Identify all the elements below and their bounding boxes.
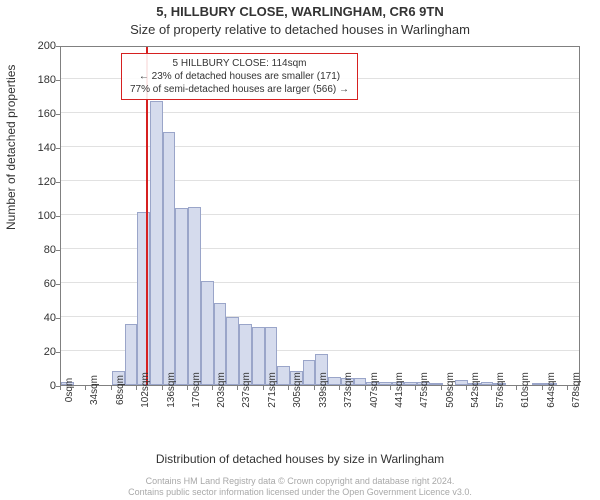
x-tick-mark: [516, 386, 517, 390]
x-tick-mark: [263, 386, 264, 390]
histogram-bar: [252, 327, 265, 385]
footer-line1: Contains HM Land Registry data © Crown c…: [0, 476, 600, 487]
histogram-bar: [455, 380, 468, 385]
x-tick-mark: [237, 386, 238, 390]
x-tick-label: 441sqm: [394, 372, 405, 408]
x-tick-label: 678sqm: [571, 372, 582, 408]
y-tick-label: 140: [26, 142, 56, 154]
histogram-bar: [404, 382, 417, 385]
x-tick-mark: [415, 386, 416, 390]
chart-container: 5, HILLBURY CLOSE, WARLINGHAM, CR6 9TN S…: [0, 0, 600, 500]
x-tick-label: 0sqm: [64, 378, 75, 402]
x-tick-mark: [441, 386, 442, 390]
x-axis-label: Distribution of detached houses by size …: [0, 452, 600, 466]
histogram-bar: [188, 207, 201, 386]
y-tick-label: 120: [26, 176, 56, 188]
x-tick-mark: [136, 386, 137, 390]
y-tick-label: 40: [26, 312, 56, 324]
x-tick-label: 509sqm: [445, 372, 456, 408]
footer-line2: Contains public sector information licen…: [0, 487, 600, 498]
histogram-bar: [481, 382, 494, 385]
y-tick-label: 20: [26, 346, 56, 358]
histogram-bar: [175, 208, 188, 385]
x-tick-label: 305sqm: [292, 372, 303, 408]
chart-title-main: 5, HILLBURY CLOSE, WARLINGHAM, CR6 9TN: [0, 4, 600, 19]
histogram-bar: [150, 101, 163, 385]
x-tick-mark: [111, 386, 112, 390]
x-tick-label: 373sqm: [343, 372, 354, 408]
y-tick-label: 60: [26, 278, 56, 290]
histogram-bar: [379, 382, 392, 385]
plot-area: 5 HILLBURY CLOSE: 114sqm ← 23% of detach…: [60, 46, 580, 386]
x-tick-label: 610sqm: [520, 372, 531, 408]
histogram-bar: [277, 366, 290, 385]
x-tick-label: 203sqm: [216, 372, 227, 408]
annotation-line3: 77% of semi-detached houses are larger (…: [130, 83, 349, 96]
x-tick-mark: [288, 386, 289, 390]
x-tick-mark: [314, 386, 315, 390]
y-tick-label: 100: [26, 210, 56, 222]
chart-title-sub: Size of property relative to detached ho…: [0, 22, 600, 37]
x-tick-mark: [390, 386, 391, 390]
x-tick-label: 68sqm: [115, 375, 126, 405]
annotation-line2: ← 23% of detached houses are smaller (17…: [130, 70, 349, 83]
x-tick-mark: [542, 386, 543, 390]
y-tick-label: 200: [26, 40, 56, 52]
x-tick-label: 576sqm: [495, 372, 506, 408]
x-tick-label: 475sqm: [419, 372, 430, 408]
x-tick-label: 136sqm: [166, 372, 177, 408]
x-tick-label: 271sqm: [267, 372, 278, 408]
x-tick-mark: [491, 386, 492, 390]
histogram-bar: [430, 383, 443, 385]
y-tick-label: 180: [26, 74, 56, 86]
x-tick-label: 644sqm: [546, 372, 557, 408]
x-tick-label: 237sqm: [241, 372, 252, 408]
y-tick-label: 0: [26, 380, 56, 392]
x-tick-label: 34sqm: [89, 375, 100, 405]
y-tick-label: 160: [26, 108, 56, 120]
histogram-bar: [201, 281, 214, 385]
y-axis-label: Number of detached properties: [4, 65, 18, 230]
histogram-bar: [125, 324, 138, 385]
x-tick-label: 339sqm: [318, 372, 329, 408]
histogram-bar: [226, 317, 239, 385]
x-tick-label: 102sqm: [140, 372, 151, 408]
x-tick-label: 542sqm: [470, 372, 481, 408]
footer: Contains HM Land Registry data © Crown c…: [0, 476, 600, 498]
x-tick-mark: [365, 386, 366, 390]
x-tick-mark: [339, 386, 340, 390]
x-tick-label: 407sqm: [369, 372, 380, 408]
histogram-bar: [137, 212, 150, 385]
y-tick-label: 80: [26, 244, 56, 256]
histogram-bar: [328, 377, 341, 386]
x-tick-mark: [187, 386, 188, 390]
annotation-box: 5 HILLBURY CLOSE: 114sqm ← 23% of detach…: [121, 53, 358, 100]
histogram-bar: [303, 360, 316, 386]
histogram-bar: [163, 132, 176, 385]
x-tick-label: 170sqm: [191, 372, 202, 408]
histogram-bar: [354, 378, 367, 385]
annotation-line1: 5 HILLBURY CLOSE: 114sqm: [130, 57, 349, 70]
x-tick-mark: [212, 386, 213, 390]
x-tick-mark: [85, 386, 86, 390]
x-tick-mark: [162, 386, 163, 390]
x-tick-mark: [466, 386, 467, 390]
histogram-bar: [532, 383, 545, 385]
x-tick-mark: [60, 386, 61, 390]
x-tick-mark: [567, 386, 568, 390]
